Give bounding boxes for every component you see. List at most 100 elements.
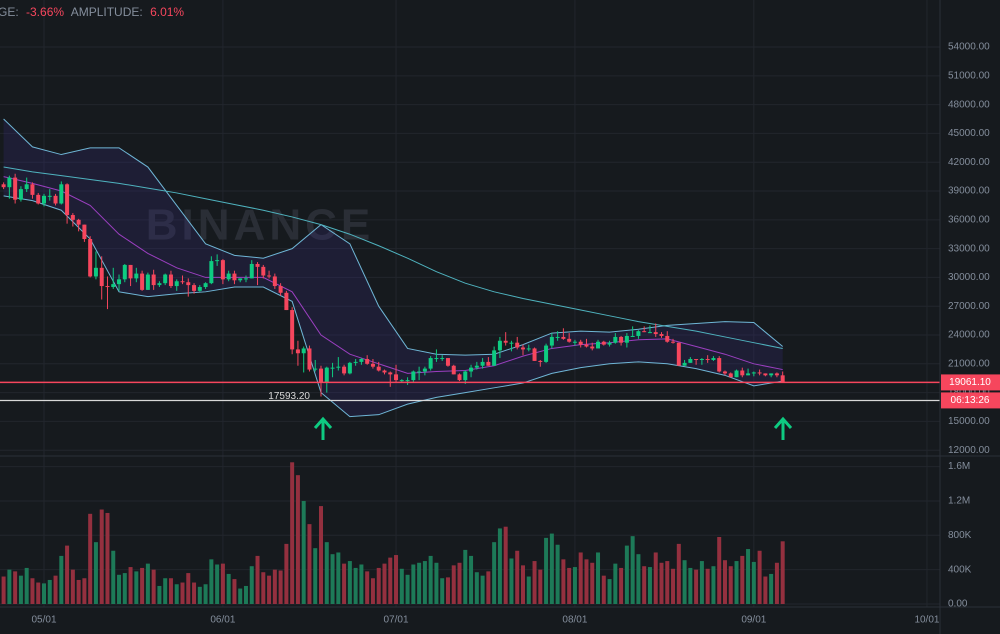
volume-bar	[607, 579, 612, 604]
candle-body	[65, 184, 70, 216]
volume-bar	[134, 571, 139, 604]
candle-body	[186, 282, 191, 286]
volume-bar	[463, 549, 468, 604]
candle-body	[295, 349, 300, 354]
candle-body	[734, 370, 739, 378]
candle-body	[220, 260, 225, 280]
volume-bar	[440, 578, 445, 604]
volume-bar	[324, 542, 329, 604]
candle-body	[70, 215, 75, 220]
volume-bar	[596, 552, 601, 604]
change-label: GE:	[0, 5, 19, 19]
volume-bar	[290, 462, 295, 604]
candle-body	[342, 366, 347, 374]
y-tick-label: 51000.00	[948, 70, 990, 81]
candle-body	[174, 281, 179, 287]
volume-bar	[209, 559, 214, 604]
candle-body	[47, 195, 52, 197]
candle-body	[682, 362, 687, 366]
candle-body	[370, 363, 375, 367]
candle-body	[780, 375, 785, 383]
candle-body	[740, 370, 745, 376]
volume-bar	[307, 524, 312, 604]
candle-body	[226, 273, 231, 280]
volume-bar	[13, 571, 18, 604]
volume-bar	[220, 563, 225, 604]
volume-bar	[671, 568, 676, 604]
volume-bar	[215, 564, 220, 604]
candle-body	[117, 279, 122, 285]
volume-bar	[47, 579, 52, 604]
volume-bar	[70, 569, 75, 604]
last-price-label: 19061.10	[949, 377, 991, 388]
candle-body	[676, 342, 681, 366]
candle-body	[653, 332, 658, 335]
volume-bar	[711, 566, 716, 604]
candle-body	[549, 336, 554, 346]
band-lower	[3, 195, 783, 418]
candle-body	[88, 239, 93, 277]
candle-body	[382, 370, 387, 373]
candle-body	[578, 341, 583, 345]
y-tick-label: 48000.00	[948, 99, 990, 110]
candle-body	[451, 365, 456, 375]
candle-body	[59, 184, 64, 204]
volume-bar	[157, 585, 162, 604]
volume-bar	[555, 544, 560, 604]
volume-bar	[226, 573, 231, 604]
y-tick-label: 30000.00	[948, 272, 990, 283]
volume-bar	[151, 569, 156, 604]
volume-bar	[722, 560, 727, 604]
volume-bar	[728, 566, 733, 604]
candle-body	[145, 274, 150, 290]
volume-bar	[509, 558, 514, 604]
candle-body	[590, 346, 595, 349]
candle-body	[359, 359, 364, 362]
candle-body	[284, 292, 289, 311]
candle-body	[722, 371, 727, 374]
volume-bar	[319, 506, 324, 604]
arrow	[773, 416, 793, 440]
volume-bar	[18, 575, 23, 604]
volume-bar	[630, 536, 635, 604]
y-tick-label: 12000.00	[948, 445, 990, 456]
volume-bar	[774, 562, 779, 604]
volume-bar	[532, 561, 537, 604]
countdown-label: 06:13:26	[951, 395, 990, 406]
volume-bar	[180, 582, 185, 604]
candle-body	[538, 360, 543, 362]
candle-body	[532, 348, 537, 361]
candle-body	[53, 195, 58, 204]
volume-bar	[82, 578, 87, 604]
candle-body	[503, 340, 508, 343]
candle-body	[751, 372, 756, 374]
volume-bar	[538, 569, 543, 604]
volume-bar	[117, 574, 122, 604]
volume-bar	[705, 568, 710, 604]
candle-body	[313, 368, 318, 370]
candle-body	[613, 336, 618, 343]
candle-body	[774, 373, 779, 376]
plot	[0, 118, 940, 604]
candle-body	[647, 332, 652, 334]
volume-bar	[359, 564, 364, 604]
candle-body	[330, 367, 335, 369]
candle-body	[319, 368, 324, 384]
candle-body	[111, 284, 116, 288]
volume-bar	[278, 570, 283, 604]
amplitude-label: AMPLITUDE:	[71, 5, 143, 19]
candle-body	[140, 273, 145, 290]
volume-bar	[515, 550, 520, 604]
band-fill	[3, 119, 783, 417]
candle-body	[567, 338, 572, 342]
candle-body	[486, 361, 491, 366]
y-tick-label: 21000.00	[948, 358, 990, 369]
candle-body	[7, 177, 12, 188]
candle-body	[243, 278, 248, 280]
volume-bar	[1, 576, 6, 604]
y-tick-label: 0.00	[948, 599, 968, 610]
moving-average	[3, 166, 783, 349]
volume-bar	[76, 579, 81, 604]
candle-body	[336, 366, 341, 368]
candle-body	[619, 336, 624, 343]
